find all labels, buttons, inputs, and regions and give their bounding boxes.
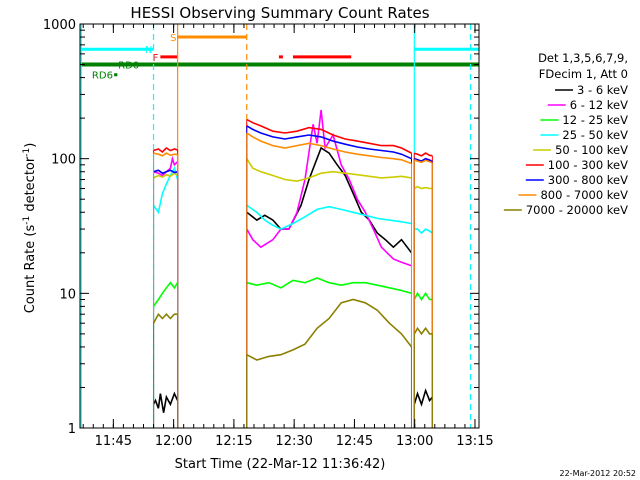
series-line-5-seg2 bbox=[414, 152, 433, 157]
x-tick-label-4: 12:45 bbox=[336, 434, 373, 449]
series-line-2-seg2 bbox=[413, 291, 433, 301]
axes: 1 10 100 1000 11:45 12:00 12:15 12:30 12:45 13:00… bbox=[43, 18, 494, 449]
flag-label-f: F bbox=[153, 53, 159, 64]
x-tick-label-6: 13:15 bbox=[456, 434, 493, 449]
flag-label-rd6: RD6 bbox=[92, 71, 113, 82]
flag-bars: N SF RD0 RD6 bbox=[80, 33, 479, 82]
legend-label-8: 7000 - 20000 keV bbox=[526, 203, 628, 217]
series-line-6-seg2 bbox=[414, 157, 433, 163]
flag-label-rd0: RD0 bbox=[118, 61, 139, 72]
y-label-sup1: -1 bbox=[22, 216, 32, 225]
legend-label-6: 300 - 800 keV bbox=[548, 173, 628, 187]
series-line-2-seg1 bbox=[246, 277, 412, 295]
series-line-0-seg2 bbox=[413, 388, 434, 407]
x-tick-label-2: 12:15 bbox=[215, 434, 252, 449]
series-line-1-seg0 bbox=[153, 155, 179, 177]
y-label-mid: detector bbox=[23, 156, 38, 216]
series-line-8-seg2 bbox=[413, 326, 433, 336]
y-label-main: Count Rate (s bbox=[23, 225, 38, 314]
y-tick-label-1: 10 bbox=[59, 287, 76, 302]
y-tick-label-0: 1 bbox=[68, 422, 76, 437]
chart-title: HESSI Observing Summary Count Rates bbox=[130, 4, 429, 22]
plot-frame bbox=[79, 23, 480, 429]
series-lines bbox=[152, 109, 434, 428]
footer-timestamp: 22-Mar-2012 20:52 bbox=[560, 469, 637, 478]
series-line-4-seg2 bbox=[413, 185, 433, 190]
series-line-6-seg1 bbox=[246, 125, 412, 160]
y-tick-label-3: 1000 bbox=[43, 18, 76, 33]
series-line-0-seg0 bbox=[152, 391, 179, 413]
series-line-0-seg1 bbox=[246, 146, 413, 254]
x-tick-label-1: 12:00 bbox=[155, 434, 192, 449]
series-line-3-seg0 bbox=[152, 166, 179, 215]
legend: Det 1,3,5,6,7,9, FDecim 1, Att 0 3 - 6 k… bbox=[503, 51, 628, 217]
series-line-4-seg1 bbox=[246, 158, 412, 183]
legend-label-5: 100 - 300 keV bbox=[548, 158, 628, 172]
flag-label-s: S bbox=[170, 33, 176, 44]
series-line-3-seg1 bbox=[246, 204, 412, 230]
y-tick-label-2: 100 bbox=[51, 153, 76, 168]
legend-label-4: 50 - 100 keV bbox=[555, 143, 628, 157]
series-line-2-seg0 bbox=[152, 281, 179, 307]
x-axis-label: Start Time (22-Mar-12 11:36:42) bbox=[175, 457, 386, 472]
svg-text:Count Rate (s-1 detector-1): Count Rate (s-1 detector-1) bbox=[22, 143, 38, 314]
series-line-5-seg1 bbox=[246, 118, 412, 154]
series-line-7-seg1 bbox=[246, 132, 412, 165]
series-line-4-seg0 bbox=[153, 172, 179, 179]
flag-label-n: N bbox=[145, 45, 152, 56]
legend-header-line2: FDecim 1, Att 0 bbox=[539, 67, 628, 81]
legend-label-2: 12 - 25 keV bbox=[562, 113, 628, 127]
x-tick-label-5: 13:00 bbox=[396, 434, 433, 449]
series-line-7-seg2 bbox=[413, 159, 433, 164]
y-label-sup2: -1 bbox=[22, 148, 32, 157]
legend-header-line1: Det 1,3,5,6,7,9, bbox=[538, 51, 628, 65]
series-line-8-seg0 bbox=[152, 312, 178, 324]
x-tick-label-0: 11:45 bbox=[95, 434, 132, 449]
legend-label-7: 800 - 7000 keV bbox=[540, 188, 628, 202]
series-line-1-seg1 bbox=[246, 109, 412, 267]
y-label-end: ) bbox=[23, 143, 38, 148]
series-line-5-seg0 bbox=[153, 146, 178, 154]
x-tick-label-3: 12:30 bbox=[275, 434, 312, 449]
series-line-8-seg1 bbox=[246, 298, 413, 361]
series-line-6-seg0 bbox=[153, 169, 178, 175]
y-axis-label: Count Rate (s-1 detector-1) bbox=[22, 143, 38, 314]
series-line-7-seg0 bbox=[153, 152, 178, 157]
legend-label-1: 6 - 12 keV bbox=[570, 98, 628, 112]
series-line-3-seg2 bbox=[414, 228, 433, 235]
legend-label-0: 3 - 6 keV bbox=[577, 83, 628, 97]
legend-label-3: 25 - 50 keV bbox=[562, 128, 628, 142]
